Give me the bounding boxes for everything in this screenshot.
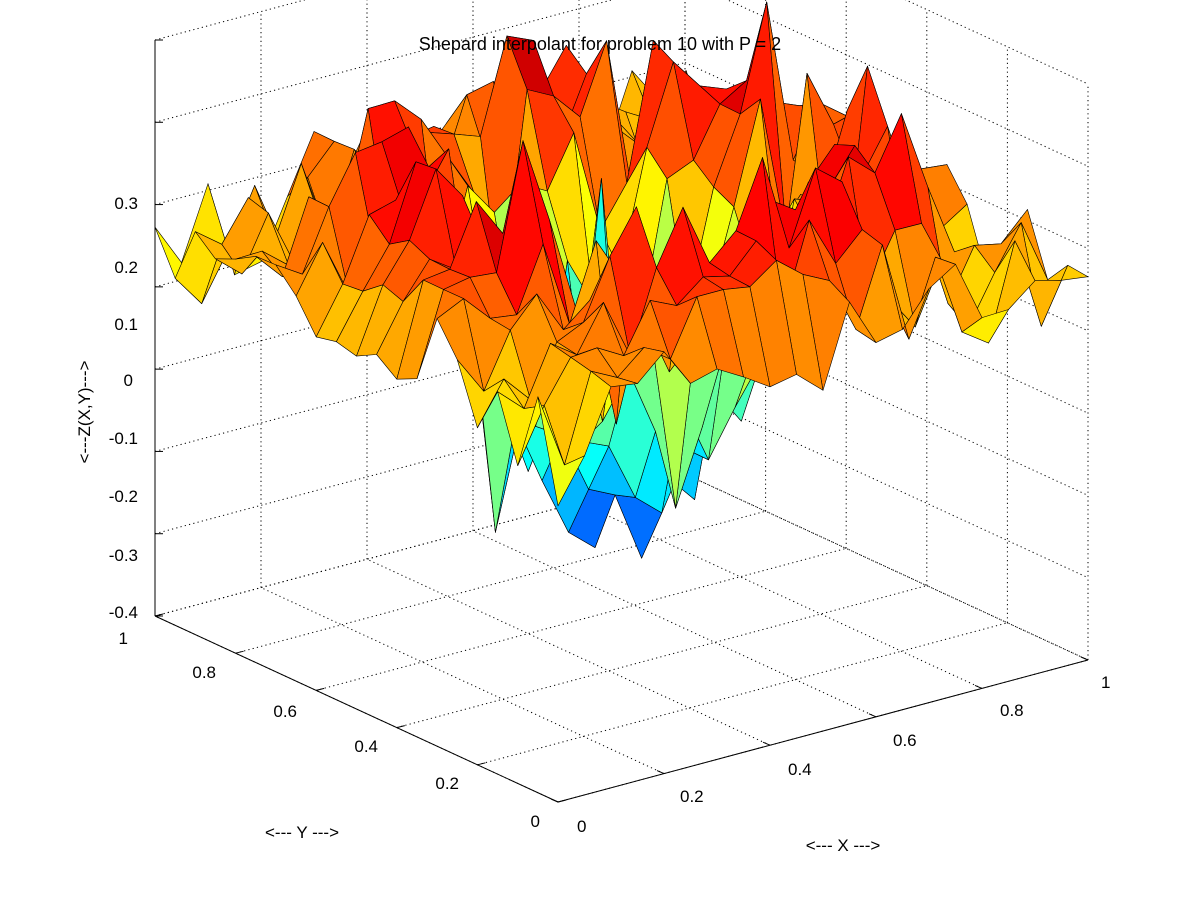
z-tick-label: 0.2 [114, 258, 138, 277]
x-gridline [260, 587, 665, 775]
x-gridline [366, 558, 771, 746]
y-tick-mark [396, 725, 405, 729]
z-tick-label: -0.4 [109, 603, 138, 622]
z-gridline [684, 391, 1089, 579]
x-tick-label: 1 [1101, 673, 1110, 692]
x-tick-label: 0 [577, 817, 586, 836]
y-tick-mark [235, 650, 244, 654]
x-tick-mark [1080, 656, 1089, 661]
y-tick-label: 0.6 [273, 702, 297, 721]
y-gridline [396, 585, 927, 729]
x-tick-label: 0.8 [1000, 701, 1024, 720]
surface-face [537, 396, 585, 507]
chart-title: Shepard interpolant for problem 10 with … [419, 34, 781, 54]
x-tick-mark [762, 741, 771, 746]
x-tick-label: 0.2 [680, 787, 704, 806]
y-gridline [235, 510, 766, 654]
z-tick-label: -0.2 [109, 487, 138, 506]
y-tick-label: 0.8 [192, 663, 216, 682]
y-axis-line [154, 615, 559, 803]
y-gridline [316, 547, 847, 691]
z-gridline [684, 144, 1089, 332]
x-gridline [472, 530, 877, 718]
z-gridline [726, 0, 1089, 167]
z-axis-label: <---Z(X,Y)---> [75, 360, 94, 463]
surface-mesh [154, 1, 1089, 559]
z-tick-label: 0.3 [114, 194, 138, 213]
x-tick-mark [974, 684, 983, 689]
x-tick-mark [656, 770, 665, 775]
x-axis-line [557, 659, 1089, 803]
z-gridline [684, 473, 1089, 661]
z-gridline [684, 226, 1089, 414]
z-gridline [684, 308, 1089, 496]
z-tick-label: 0.1 [114, 315, 138, 334]
z-tick-label: -0.1 [109, 429, 138, 448]
y-tick-mark [477, 762, 486, 766]
x-axis-label: <--- X ---> [806, 836, 881, 855]
axis-layer [154, 39, 1089, 803]
x-tick-label: 0.6 [893, 731, 917, 750]
y-tick-mark [316, 687, 325, 691]
y-axis-label: <--- Y ---> [265, 823, 339, 842]
x-tick-mark [550, 798, 559, 803]
z-tick-label: -0.3 [109, 546, 138, 565]
labels: Shepard interpolant for problem 10 with … [75, 34, 880, 855]
x-tick-mark [868, 713, 877, 718]
tick-labels: 0.3 0.2 0.1 0 -0.1 -0.2 -0.3 -0.4 1 0.8 … [109, 194, 1111, 836]
y-gridline [477, 622, 1008, 766]
y-tick-label: 0.2 [435, 774, 459, 793]
y-tick-label: 1 [119, 629, 128, 648]
x-gridline [684, 473, 1089, 661]
z-tick-label: 0 [124, 371, 133, 390]
z-gridline [684, 62, 1089, 250]
x-tick-label: 0.4 [788, 760, 812, 779]
y-tick-label: 0.4 [354, 737, 378, 756]
z-gridline [904, 0, 1089, 85]
y-tick-label: 0 [531, 812, 540, 831]
y-tick-mark [557, 799, 567, 803]
